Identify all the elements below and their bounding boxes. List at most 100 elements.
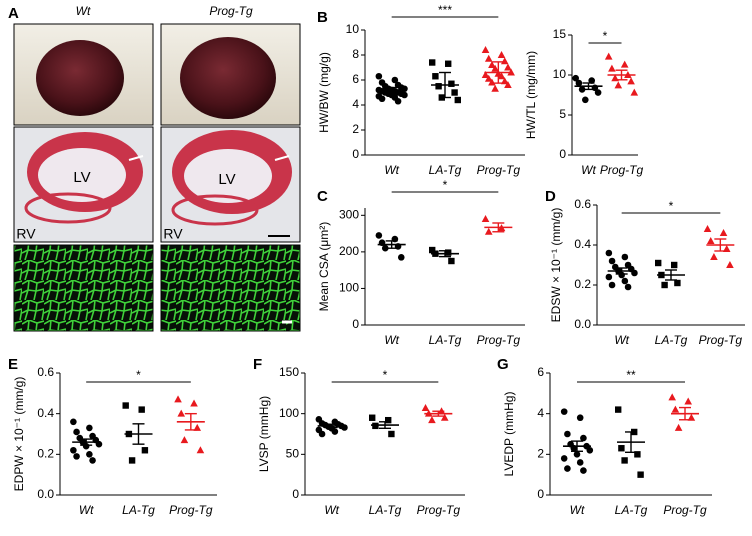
y-tick-label: 0.6 [574,197,591,211]
point [580,434,587,442]
point [391,76,399,84]
error-bar [582,82,595,91]
y-tick-label: 15 [553,27,567,41]
point [138,406,145,413]
point [484,227,493,235]
point [70,418,77,426]
error-bar [132,423,145,445]
y-tick-label: 0 [352,147,359,161]
y-axis-label: HW/TL (mg/mm) [524,51,538,139]
x-tick-label: Prog-Tg [169,503,213,517]
point [726,261,734,268]
x-tick-label: Prog-Tg [699,333,743,347]
point [375,72,383,80]
point [174,395,182,403]
point [369,414,376,421]
error-bar [385,240,398,249]
annotation: RV [16,226,36,242]
y-tick-label: 2 [537,447,544,461]
panel-label: B [317,9,328,26]
point [432,73,439,80]
y-axis-label: LVSP (mmHg) [257,396,271,472]
point [196,446,205,454]
point [560,408,568,415]
y-axis-label: Mean CSA (μm²) [317,222,331,312]
significance-label: * [443,178,448,192]
significance-label: * [669,199,674,213]
point [661,281,668,289]
point [634,451,641,458]
point [575,79,583,87]
error-bar [679,406,691,421]
y-axis-label: HW/BW (mg/g) [317,52,331,133]
point [445,60,452,67]
point [614,81,623,89]
x-tick-label: Wt [384,163,399,177]
significance-label: *** [438,3,452,17]
point [497,72,506,80]
point [582,96,589,104]
column-label: Wt [76,4,91,18]
significance-label: * [603,29,608,43]
point [73,453,80,460]
x-tick-label: LA-Tg [429,333,462,347]
panel-label: D [545,188,556,205]
point [605,249,613,257]
point [397,254,405,261]
y-tick-label: 6 [352,72,359,86]
point [573,451,581,458]
point [627,77,635,85]
point [481,71,490,78]
panel-a: A Wt Prog-Tg LV RV LV RV [8,4,301,332]
point [375,232,383,239]
point [604,52,613,60]
error-bar [432,410,445,417]
error-bar [615,267,628,275]
y-tick-label: 4 [537,406,544,420]
y-tick-label: 0.4 [574,237,591,251]
point [89,457,96,464]
point [630,88,639,96]
error-bar [615,69,628,81]
point [421,403,430,411]
point [588,77,595,84]
fluorescence [160,244,301,332]
point [385,416,392,424]
point [497,51,506,58]
panel-label: F [253,356,262,373]
y-axis-label: LVEDP (mmHg) [502,392,516,477]
y-tick-label: 8 [352,47,359,61]
rv-wall [171,194,259,226]
point [594,89,602,96]
point [381,244,389,252]
lumen [38,148,126,202]
significance-label: ** [626,368,636,382]
point [128,457,136,464]
error-bar [571,440,583,452]
point [576,414,584,422]
point [500,57,509,65]
point [122,402,129,409]
point [401,91,408,99]
point [684,397,692,405]
point [318,430,326,438]
significance-label: * [136,368,141,382]
point [687,413,696,421]
x-tick-label: Prog-Tg [417,503,461,517]
point [378,95,386,103]
x-tick-label: Wt [581,163,596,177]
x-tick-label: Wt [570,503,585,517]
y-axis-label: EDSW × 10⁻¹ (mm/g) [549,208,563,323]
point [615,406,622,413]
fluorescence [13,244,154,332]
point [576,459,584,466]
point [331,428,339,435]
error-bar [665,269,677,281]
point [504,81,512,88]
point [428,416,436,424]
y-tick-label: 10 [553,67,567,81]
y-tick-label: 0 [292,487,299,501]
x-tick-label: Prog-Tg [477,163,521,177]
y-tick-label: 0 [352,317,359,331]
